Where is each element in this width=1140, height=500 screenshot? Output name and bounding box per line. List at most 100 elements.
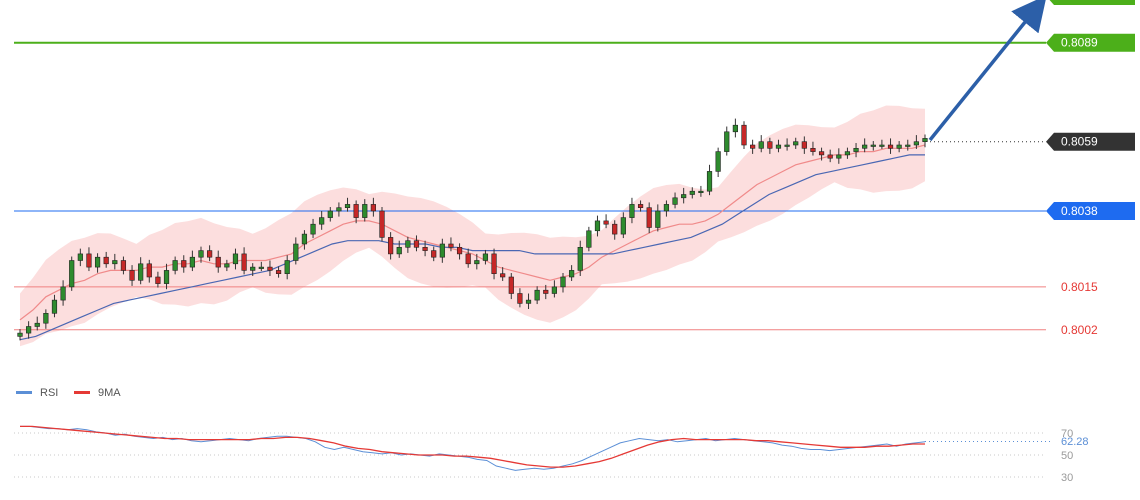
candle-body bbox=[388, 237, 394, 255]
candle bbox=[353, 200, 359, 224]
candle bbox=[491, 248, 497, 280]
candle-body bbox=[836, 154, 842, 159]
candle-body bbox=[77, 253, 83, 261]
price-label-bg-0 bbox=[1046, 33, 1135, 52]
candle bbox=[836, 148, 842, 164]
candle-body bbox=[758, 141, 764, 149]
candle-body bbox=[319, 217, 325, 225]
candle-body bbox=[827, 154, 833, 159]
candle-body bbox=[655, 210, 661, 228]
candle bbox=[474, 253, 480, 270]
candle bbox=[620, 212, 626, 239]
price-label-1: 0.8059 bbox=[1046, 132, 1135, 151]
ma-legend-label: 9MA bbox=[98, 387, 121, 399]
candle-body bbox=[112, 260, 118, 265]
candle bbox=[250, 263, 256, 277]
candle bbox=[69, 256, 75, 291]
price-label-text-2: 0.8038 bbox=[1061, 204, 1098, 218]
candle bbox=[26, 321, 32, 339]
candle-body bbox=[853, 148, 859, 152]
candle bbox=[379, 207, 385, 242]
candle-body bbox=[224, 263, 230, 268]
rsi-current-value: 62.28 bbox=[1061, 436, 1089, 448]
candle bbox=[543, 284, 549, 300]
candle bbox=[60, 280, 66, 306]
candle-body bbox=[146, 263, 152, 278]
candle-body bbox=[715, 151, 721, 172]
candle bbox=[741, 121, 747, 149]
candle-body bbox=[896, 144, 902, 149]
candle-body bbox=[913, 141, 919, 146]
candle-body bbox=[905, 144, 911, 147]
candle bbox=[301, 230, 308, 250]
candle bbox=[413, 235, 420, 252]
candle-body bbox=[474, 260, 480, 265]
candle-body bbox=[301, 233, 308, 245]
candle bbox=[388, 232, 394, 260]
target-label-top bbox=[1049, 0, 1135, 5]
candle bbox=[689, 187, 695, 199]
candle bbox=[293, 237, 299, 265]
candle bbox=[844, 147, 851, 159]
candle bbox=[724, 126, 730, 156]
moving-averages bbox=[19, 144, 926, 341]
candle bbox=[887, 138, 894, 154]
candle bbox=[775, 139, 782, 153]
candle-body bbox=[594, 220, 601, 232]
candle bbox=[77, 248, 83, 267]
candle bbox=[17, 329, 23, 341]
rsi-legend: RSI 9MA bbox=[16, 387, 121, 399]
candle bbox=[163, 263, 170, 290]
candle bbox=[784, 138, 790, 151]
candle-body bbox=[672, 197, 678, 205]
candle bbox=[560, 273, 566, 293]
candle-body bbox=[465, 253, 471, 265]
price-label-bg-1 bbox=[1046, 132, 1135, 151]
rsi-panel: RSI 9MA 70 50 30 62.28 bbox=[14, 387, 1089, 484]
candle-body bbox=[26, 326, 32, 334]
candle bbox=[534, 286, 540, 305]
candle-body bbox=[543, 289, 549, 294]
candle-body bbox=[706, 171, 713, 192]
candle bbox=[189, 250, 195, 272]
candle bbox=[456, 243, 463, 260]
candle-body bbox=[698, 190, 704, 193]
candle bbox=[603, 214, 609, 229]
candle-body bbox=[784, 144, 790, 147]
candle bbox=[267, 260, 273, 277]
candle-body bbox=[86, 253, 92, 268]
candle-body bbox=[34, 322, 40, 327]
candle bbox=[586, 226, 592, 252]
candle-body bbox=[379, 210, 385, 238]
candle-body bbox=[163, 270, 170, 284]
candle-body bbox=[724, 131, 730, 152]
candle bbox=[284, 255, 290, 280]
candle-body bbox=[681, 194, 687, 199]
forecast-arrow bbox=[928, 0, 1047, 142]
candle bbox=[181, 255, 187, 273]
candle bbox=[525, 293, 532, 310]
rsi-legend-swatch bbox=[16, 391, 32, 394]
candle bbox=[241, 247, 247, 275]
candle-body bbox=[344, 204, 351, 208]
candle-body bbox=[818, 151, 825, 156]
candle-body bbox=[172, 260, 178, 271]
candle bbox=[370, 197, 376, 217]
candle-body bbox=[120, 260, 127, 271]
rsi-ma-line bbox=[20, 425, 925, 468]
candle-body bbox=[258, 266, 264, 269]
candle-body bbox=[405, 240, 411, 248]
candle-body bbox=[189, 256, 195, 268]
candle-body bbox=[60, 286, 66, 301]
candle bbox=[439, 238, 445, 263]
bollinger-band bbox=[20, 105, 925, 347]
price-label-text-1: 0.8059 bbox=[1061, 135, 1098, 149]
candle-body bbox=[198, 250, 204, 258]
candle bbox=[672, 192, 678, 209]
price-label-2: 0.8038 bbox=[1046, 202, 1135, 220]
candle bbox=[319, 211, 325, 230]
candle-body bbox=[94, 256, 101, 268]
candle bbox=[310, 218, 316, 239]
candle bbox=[431, 246, 437, 262]
